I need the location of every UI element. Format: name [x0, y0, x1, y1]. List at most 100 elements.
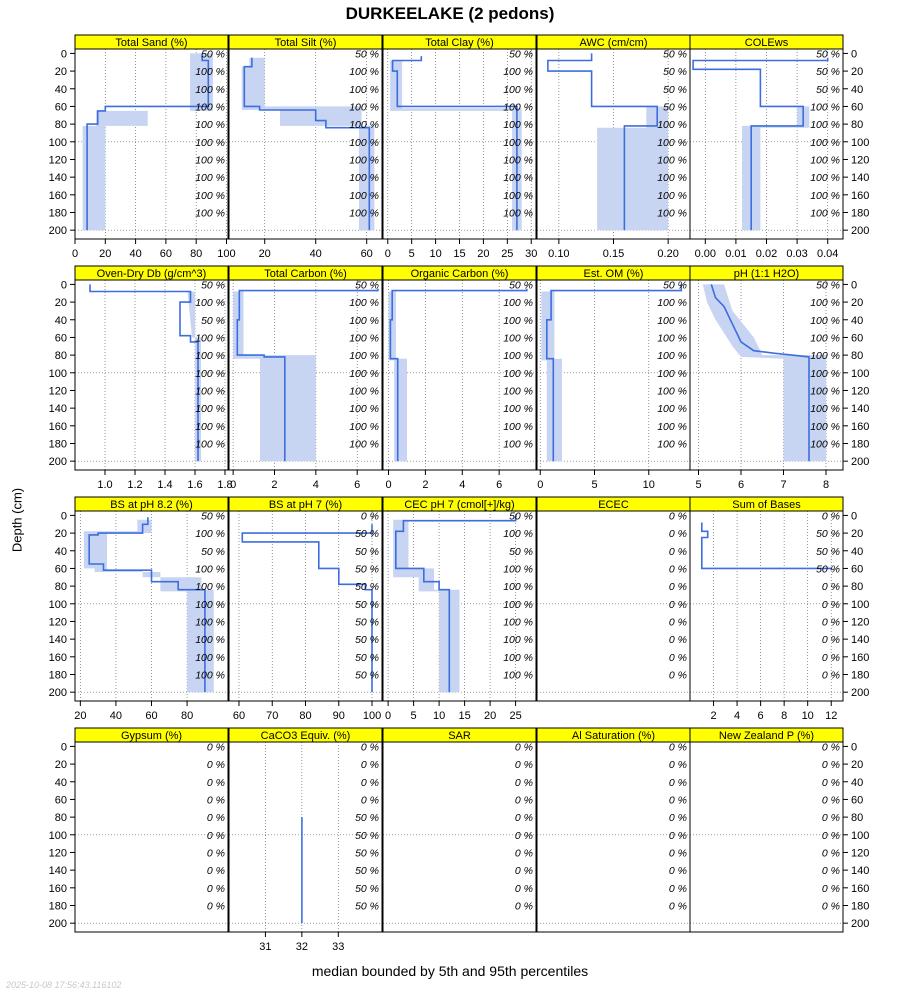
y-tick-label-left: 0 [61, 48, 67, 60]
panel-4-pct-label: 100 % [810, 101, 840, 113]
y-tick-label-right: 120 [851, 385, 869, 397]
panel-3-pct-label: 100 % [657, 119, 687, 131]
y-tick-label-left: 0 [61, 741, 67, 753]
panel-17-pct-label: 0 % [515, 794, 533, 806]
panel-6-pct-label: 100 % [349, 350, 379, 362]
y-tick-label-right: 200 [851, 225, 869, 237]
panel-18-pct-label: 0 % [669, 741, 687, 753]
y-tick-label-left: 200 [49, 918, 67, 930]
panel-17-pct-label: 0 % [515, 883, 533, 895]
panel-3-pct-label: 100 % [657, 172, 687, 184]
panel-18-pct-label: 0 % [669, 812, 687, 824]
panel-15-pct-label: 0 % [207, 900, 225, 912]
panel-18-border [536, 741, 691, 933]
y-tick-label-left: 120 [49, 847, 67, 859]
y-tick-label-right: 40 [851, 546, 863, 558]
y-tick-label-left: 60 [55, 563, 67, 575]
y-tick-label-right: 180 [851, 900, 869, 912]
panel-4-pct-label: 100 % [810, 190, 840, 202]
panel-12-x-tick-label: 5 [411, 710, 417, 722]
y-tick-label-right: 0 [851, 741, 857, 753]
panel-16-pct-label: 50 % [355, 812, 379, 824]
panel-16-pct-label: 50 % [355, 830, 379, 842]
panel-3-pct-label: 50 % [663, 48, 687, 60]
panel-8-x-tick-label: 0 [537, 479, 543, 491]
panel-8-pct-label: 100 % [657, 315, 687, 327]
panel-12-title: CEC pH 7 (cmol[+]/kg) [404, 499, 514, 511]
y-tick-label-left: 40 [55, 84, 67, 96]
panel-18-pct-label: 0 % [669, 865, 687, 877]
y-tick-label-right: 160 [851, 883, 869, 895]
panel-10-pct-label: 100 % [195, 563, 225, 575]
panel-0-x-tick-label: 40 [129, 248, 141, 260]
panel-2-pct-label: 100 % [503, 154, 533, 166]
panel-11-pct-label: 50 % [355, 563, 379, 575]
y-tick-label-right: 140 [851, 172, 869, 184]
panel-3-x-tick-label: 0.15 [603, 248, 624, 260]
panel-16-pct-label: 50 % [355, 883, 379, 895]
panel-0-percentile-band [82, 53, 213, 231]
panel-19-title: New Zealand P (%) [719, 730, 814, 742]
panel-19-pct-label: 0 % [822, 759, 840, 771]
panel-16-pct-label: 0 % [361, 759, 379, 771]
panel-6-x-tick-label: 6 [354, 479, 360, 491]
panel-6-x-tick-label: 4 [313, 479, 319, 491]
panel-5-pct-label: 100 % [195, 368, 225, 380]
panel-4-pct-label: 100 % [810, 137, 840, 149]
y-tick-label-right: 80 [851, 812, 863, 824]
y-tick-label-right: 180 [851, 438, 869, 450]
panel-5-pct-label: 100 % [195, 421, 225, 433]
panel-7-pct-label: 100 % [503, 403, 533, 415]
panel-6-x-tick-label: 2 [271, 479, 277, 491]
panel-18-pct-label: 0 % [669, 883, 687, 895]
panel-7-pct-label: 100 % [503, 385, 533, 397]
y-tick-label-right: 0 [851, 510, 857, 522]
panel-6-pct-label: 100 % [349, 332, 379, 344]
panel-14-pct-label: 0 % [822, 634, 840, 646]
panel-11-pct-label: 50 % [355, 528, 379, 540]
panel-14-border [689, 510, 844, 702]
panel-14-title: Sum of Bases [732, 499, 801, 511]
panel-18-pct-label: 0 % [669, 777, 687, 789]
panel-14-pct-label: 50 % [816, 563, 840, 575]
y-tick-label-left: 120 [49, 385, 67, 397]
panel-0-pct-label: 100 % [195, 84, 225, 96]
panel-13-pct-label: 0 % [669, 634, 687, 646]
panel-2-pct-label: 100 % [503, 119, 533, 131]
panel-9-percentile-band [702, 284, 826, 462]
y-tick-label-right: 80 [851, 581, 863, 593]
panel-15-pct-label: 0 % [207, 759, 225, 771]
panel-6-pct-label: 100 % [349, 315, 379, 327]
y-tick-label-right: 120 [851, 616, 869, 628]
panel-12-x-tick-label: 15 [458, 710, 470, 722]
panel-0-pct-label: 100 % [195, 190, 225, 202]
panel-3-x-tick-label: 0.10 [548, 248, 569, 260]
panel-9-pct-label: 100 % [810, 350, 840, 362]
panel-6-title: Total Carbon (%) [264, 268, 347, 280]
panel-3-pct-label: 50 % [663, 66, 687, 78]
panel-17-pct-label: 0 % [515, 830, 533, 842]
panel-4-pct-label: 50 % [816, 84, 840, 96]
timestamp: 2025-10-08 17:56:43.116102 [6, 980, 122, 990]
panel-18-pct-label: 0 % [669, 830, 687, 842]
panel-9-x-tick-label: 8 [823, 479, 829, 491]
panel-11-pct-label: 50 % [355, 634, 379, 646]
y-tick-label-right: 80 [851, 350, 863, 362]
panel-9-median-line [710, 284, 810, 462]
panel-16-pct-label: 50 % [355, 865, 379, 877]
panel-9-pct-label: 100 % [810, 332, 840, 344]
panel-3-pct-label: 50 % [663, 101, 687, 113]
panel-15-pct-label: 0 % [207, 741, 225, 753]
panel-0-pct-label: 100 % [195, 119, 225, 131]
panel-17-border [382, 741, 537, 933]
y-tick-label-right: 0 [851, 48, 857, 60]
panel-12-border [382, 510, 537, 702]
y-tick-label-right: 200 [851, 456, 869, 468]
panel-19-pct-label: 0 % [822, 777, 840, 789]
panel-11-x-tick-label: 70 [266, 710, 278, 722]
x-axis-caption: median bounded by 5th and 95th percentil… [311, 963, 589, 979]
panel-19-pct-label: 0 % [822, 794, 840, 806]
panel-5-pct-label: 50 % [201, 315, 225, 327]
panel-6-pct-label: 100 % [349, 385, 379, 397]
panel-1-pct-label: 100 % [349, 207, 379, 219]
